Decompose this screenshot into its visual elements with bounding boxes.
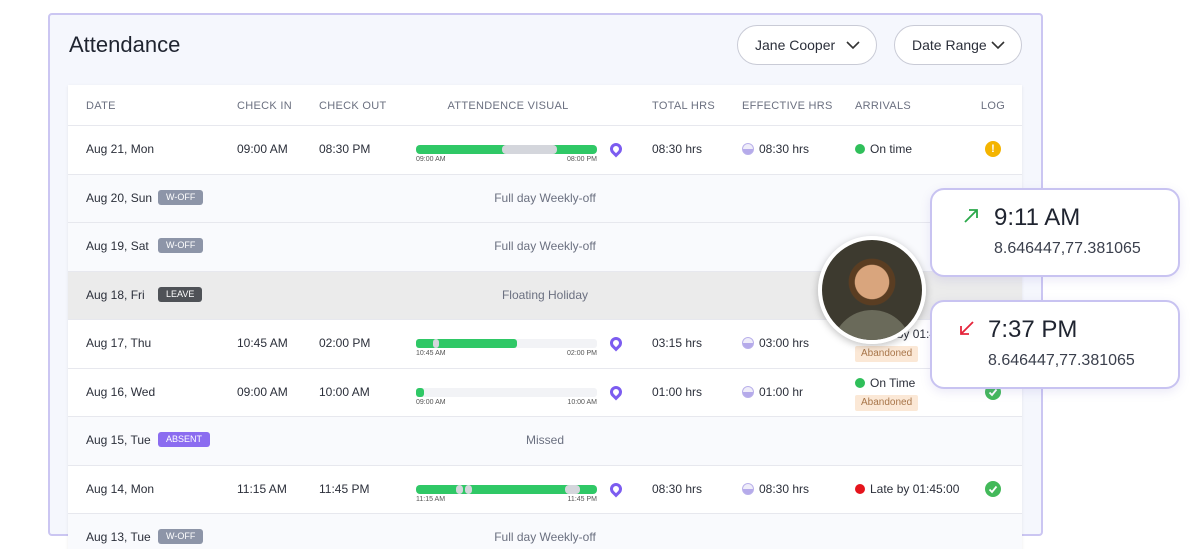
date-cell: Aug 18, Fri xyxy=(86,287,145,302)
arrow xyxy=(960,321,974,335)
date-cell: Aug 21, Mon xyxy=(86,142,155,156)
column-header: TOTAL HRS xyxy=(652,100,716,112)
column-header: EFFECTIVE HRS xyxy=(742,100,833,112)
visual-start: 09:00 AM xyxy=(416,398,446,406)
day-tag: W-OFF xyxy=(158,238,204,253)
date-cell: Aug 20, Sun xyxy=(86,190,153,205)
check-in: 11:15 AM xyxy=(237,481,287,496)
avatar xyxy=(818,236,926,344)
check-out: 11:45 PM xyxy=(319,481,370,496)
visual-segment xyxy=(416,339,517,348)
check-out: 08:30 PM xyxy=(319,142,371,156)
dropdown-label: Jane Cooper xyxy=(755,37,836,53)
dropdown-label: Date Range xyxy=(912,37,987,53)
total-hrs: 08:30 hrs xyxy=(652,481,703,496)
punch-location: 8.646447,77.381065 xyxy=(988,352,1135,369)
total-hrs: 08:30 hrs xyxy=(652,142,703,156)
avatar-shoulders xyxy=(832,310,912,340)
punch-card: 7:37 PM 8.646447,77.381065 xyxy=(930,300,1180,389)
table-row xyxy=(68,416,1022,465)
arrival-status: Late by 01:45:00 xyxy=(870,481,960,496)
table-row xyxy=(68,513,1022,549)
visual-track xyxy=(416,387,597,397)
punch-location: 8.646447,77.381065 xyxy=(994,240,1141,257)
punch-card: 9:11 AM 8.646447,77.381065 xyxy=(930,188,1180,277)
visual-segment xyxy=(565,484,580,494)
visual-end: 08:00 PM xyxy=(567,156,597,163)
effective-hrs: 03:00 hrs xyxy=(759,336,810,350)
column-header: CHECK OUT xyxy=(319,100,387,112)
employee-dropdown[interactable]: Jane Cooper xyxy=(737,25,877,65)
punch-arrow xyxy=(958,319,976,337)
total-hrs: 01:00 hrs xyxy=(652,384,703,399)
date-cell: Aug 14, Mon xyxy=(86,481,155,496)
visual-start: 11:15 AM xyxy=(416,495,446,503)
effective-hrs: 08:30 hrs xyxy=(759,481,810,496)
date-cell: Aug 16, Wed xyxy=(86,384,156,399)
total-hrs: 03:15 hrs xyxy=(652,336,703,350)
arrival-dot xyxy=(855,483,865,494)
visual-end: 02:00 PM xyxy=(567,350,597,357)
effective-icon xyxy=(742,143,754,155)
arrival-badge: Abandoned xyxy=(855,394,919,411)
visual-start: 09:00 AM xyxy=(416,156,446,163)
punch-arrow xyxy=(962,207,980,225)
effective-hrs: 01:00 hr xyxy=(759,384,804,399)
column-header: LOG xyxy=(980,100,1006,112)
check-in: 10:45 AM xyxy=(237,336,288,350)
visual-segment xyxy=(416,387,424,397)
punch-time: 9:11 AM xyxy=(994,204,1081,231)
table-row xyxy=(68,173,1022,222)
column-header: DATE xyxy=(86,100,116,112)
log-warning: ! xyxy=(985,141,1001,157)
effective-hrs: 08:30 hrs xyxy=(759,142,810,156)
visual-segment xyxy=(465,484,472,494)
arrival-dot xyxy=(855,144,865,154)
date-cell: Aug 17, Thu xyxy=(86,336,152,350)
arrival-status: On time xyxy=(870,142,913,156)
date-dropdown[interactable]: Date Range xyxy=(894,25,1022,65)
row-note: Full day Weekly-off xyxy=(494,239,596,253)
effective-icon xyxy=(742,385,754,398)
title: Attendance xyxy=(69,32,181,57)
day-tag: LEAVE xyxy=(158,286,203,302)
punch-time: 7:37 PM xyxy=(988,316,1078,343)
arrow xyxy=(964,209,978,223)
column-header: CHECK IN xyxy=(237,100,292,112)
chevron xyxy=(991,41,1005,50)
check-out: 02:00 PM xyxy=(319,336,371,350)
effective-icon xyxy=(742,337,754,349)
column-header: ARRIVALS xyxy=(855,100,911,112)
column-header: ATTENDENCE VISUAL xyxy=(447,100,569,112)
row-note: Missed xyxy=(525,433,564,447)
row-note: Full day Weekly-off xyxy=(494,530,596,544)
visual-end: 11:45 PM xyxy=(567,495,597,503)
check-out: 10:00 AM xyxy=(319,384,370,399)
chevron xyxy=(846,41,860,50)
date-cell: Aug 19, Sat xyxy=(86,239,149,253)
check-in: 09:00 AM xyxy=(237,384,288,399)
log-check xyxy=(985,480,1001,497)
date-cell: Aug 15, Tue xyxy=(86,433,151,447)
day-tag: W-OFF xyxy=(158,529,204,544)
effective-icon xyxy=(742,482,754,495)
check-mark xyxy=(988,485,998,493)
check-mark xyxy=(988,388,998,396)
date-cell: Aug 13, Tue xyxy=(86,530,151,544)
arrival-status: On Time xyxy=(870,375,916,390)
row-note: Full day Weekly-off xyxy=(494,190,596,205)
visual-segment xyxy=(502,145,557,154)
visual-start: 10:45 AM xyxy=(416,350,446,357)
arrival-badge: Abandoned xyxy=(855,346,919,362)
visual-end: 10:00 AM xyxy=(567,398,597,406)
arrival-dot xyxy=(855,377,865,388)
visual-segment xyxy=(456,484,463,494)
check-in: 09:00 AM xyxy=(237,142,288,156)
day-tag: W-OFF xyxy=(158,189,204,205)
visual-segment xyxy=(433,339,439,348)
day-tag: ABSENT xyxy=(158,432,211,447)
visual-segment xyxy=(416,484,597,494)
row-note: Floating Holiday xyxy=(501,287,589,302)
